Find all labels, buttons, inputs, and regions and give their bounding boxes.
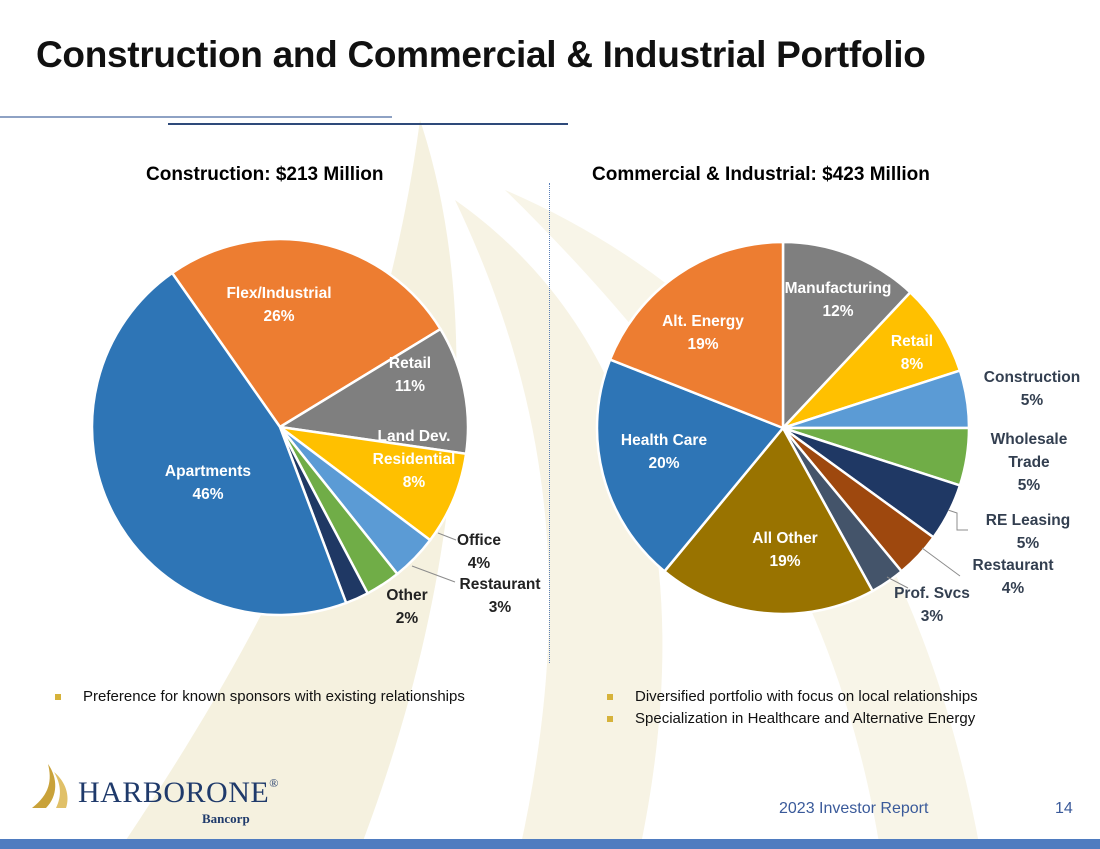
ci-slice-label-4: RE Leasing 5% (986, 512, 1070, 552)
construction-slice-label-4: Restaurant 3% (460, 576, 541, 616)
registered-mark: ® (269, 776, 279, 790)
ci-slice-1 (782, 290, 962, 430)
construction-chart-title: Construction: $213 Million (146, 164, 384, 185)
ci-leader-line-4 (947, 509, 968, 531)
ci-slice-label-5: Restaurant 4% (973, 557, 1054, 597)
ci-slice-label-0: Manufacturing 12% (785, 280, 892, 320)
construction-slice-label-1: Retail 11% (389, 355, 431, 395)
ci-slice-7 (662, 425, 875, 616)
ci-slice-9 (608, 240, 785, 430)
title-underline-dark (168, 123, 568, 125)
footer-report-name: 2023 Investor Report (779, 800, 929, 817)
chart-divider (549, 183, 550, 663)
logo-name: HARBORONE (78, 776, 270, 809)
ci-slice-label-2: Construction 5% (984, 369, 1080, 409)
construction-slice-label-2: Land Dev. Residential 8% (373, 428, 456, 491)
construction-slice-label-3: Office 4% (457, 532, 501, 572)
ci-chart-title: Commercial & Industrial: $423 Million (592, 164, 930, 185)
ci-slice-0 (781, 240, 913, 432)
construction-slice-label-6: Apartments 46% (165, 463, 251, 503)
sail-logo-icon (32, 764, 68, 808)
bullet-item: Preference for known sponsors with exist… (55, 686, 465, 708)
ci-pie-chart: Manufacturing 12% Retail 8% Construction 5% Wh… (595, 240, 1080, 625)
construction-slice-2 (279, 425, 468, 542)
construction-leader-line-3 (437, 532, 457, 541)
construction-bullets: Preference for known sponsors with exist… (55, 686, 465, 708)
title-underline-light (0, 116, 392, 118)
construction-slice-6 (90, 271, 348, 617)
page-title: Construction and Commercial & Industrial… (36, 34, 926, 75)
ci-slice-label-6: Prof. Svcs 3% (894, 585, 970, 625)
footer-bar (0, 839, 1100, 849)
ci-slice-label-1: Retail 8% (891, 333, 933, 373)
ci-slice-label-8: Health Care 20% (621, 432, 708, 472)
ci-slice-label-9: Alt. Energy 19% (662, 313, 744, 353)
construction-pie-chart: Flex/Industrial 26% Retail 11% Land Dev. Resi… (90, 237, 541, 627)
construction-slice-0 (170, 237, 443, 429)
construction-slice-label-5: Other 2% (386, 587, 427, 627)
construction-slice-1 (276, 327, 470, 456)
construction-leader-line-4 (411, 565, 456, 583)
ci-slice-label-7: All Other 19% (752, 530, 817, 570)
page-number: 14 (1055, 800, 1073, 817)
ci-slice-8 (595, 357, 786, 574)
bullet-item: Specialization in Healthcare and Alterna… (607, 708, 978, 730)
ci-leader-line-5 (921, 547, 961, 577)
bullet-item: Diversified portfolio with focus on loca… (607, 686, 978, 708)
harborone-logo: HARBORONE® Bancorp (26, 762, 286, 826)
ci-leader-line-6 (886, 576, 909, 589)
construction-slice-label-0: Flex/Industrial 26% (226, 285, 331, 325)
logo-wordmark: HARBORONE® (78, 776, 279, 810)
logo-subtitle: Bancorp (202, 811, 250, 826)
ci-slice-label-3: Wholesale Trade 5% (991, 431, 1068, 494)
ci-bullets: Diversified portfolio with focus on loca… (607, 686, 978, 730)
